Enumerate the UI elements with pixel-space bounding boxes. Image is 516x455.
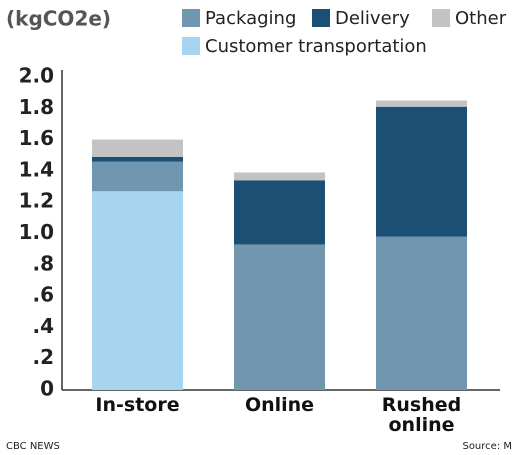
y-tick-label: .4: [32, 314, 54, 338]
bar-segment: [376, 100, 467, 107]
bar-segment: [234, 180, 325, 245]
legend-swatch: [312, 9, 330, 27]
bar-segment: [376, 236, 467, 390]
x-tick-label: In-store: [95, 394, 180, 416]
source: Source: M: [462, 441, 512, 452]
unit-label: (kgCO2e): [6, 7, 111, 31]
legend-label: Delivery: [335, 8, 410, 29]
x-tick-label: Online: [244, 394, 315, 416]
y-tick-label: .6: [32, 283, 54, 307]
y-tick-label: .8: [32, 251, 54, 275]
x-tick-label: Rushed online: [381, 394, 462, 436]
bar-segment: [92, 191, 183, 390]
y-tick-label: 1.4: [19, 157, 54, 181]
y-tick-label: 1.0: [19, 220, 54, 244]
legend-swatch: [182, 37, 200, 55]
bar-segment: [376, 106, 467, 237]
y-tick-label: 1.6: [19, 126, 54, 150]
bar-segment: [234, 172, 325, 181]
legend-swatch: [182, 9, 200, 27]
bar-segment: [92, 161, 183, 192]
y-tick-label: 1.2: [19, 189, 54, 213]
y-tick-label: 0: [40, 377, 54, 401]
legend-label: Customer transportation: [205, 36, 427, 57]
y-tick-label: .2: [32, 345, 54, 369]
y-tick-label: 1.8: [19, 95, 54, 119]
legend-label: Packaging: [205, 8, 296, 29]
credit: CBC NEWS: [6, 441, 60, 452]
bar-segment: [234, 244, 325, 390]
legend-label: Other: [455, 8, 507, 29]
bar-segment: [92, 139, 183, 157]
bar-segment: [92, 156, 183, 162]
legend-swatch: [432, 9, 450, 27]
y-tick-label: 2.0: [19, 64, 54, 88]
